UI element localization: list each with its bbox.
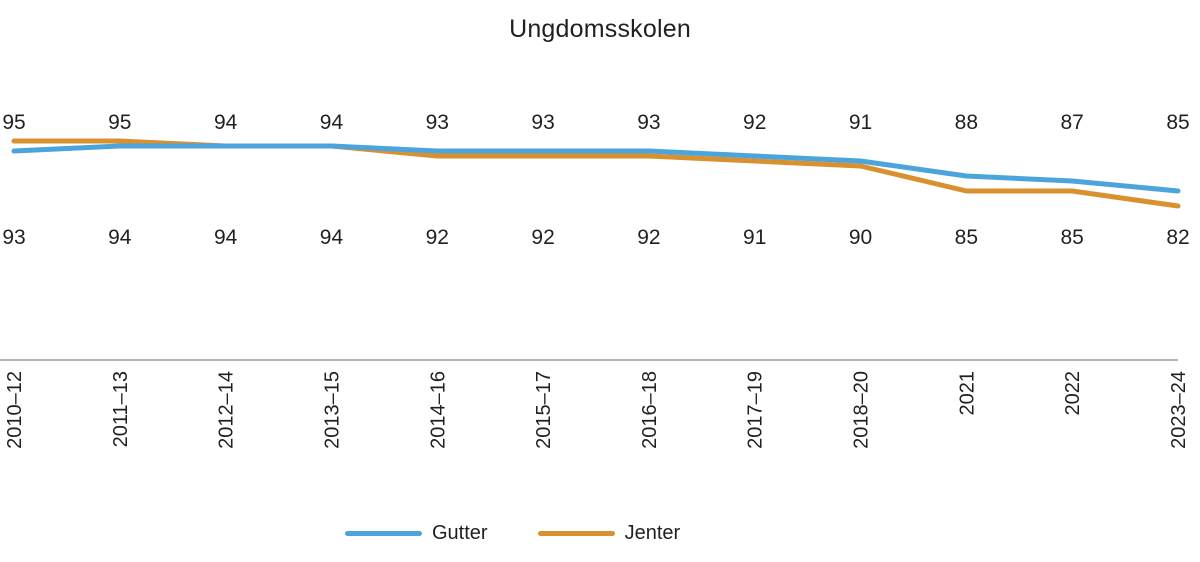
lower-data-label: 82	[1166, 226, 1189, 249]
x-axis-tick-label: 2023–24	[1168, 371, 1190, 449]
line-chart: 95 95 94 94 93 93 93 92 91 88 87 85 93 94 94 94 92 92 92 91…	[0, 111, 1190, 449]
upper-data-label: 85	[1166, 111, 1189, 134]
x-axis-tick-label: 2010–12	[4, 371, 26, 449]
legend-item-gutter: Gutter	[345, 522, 488, 545]
x-axis-tick-label: 2012–14	[216, 371, 238, 449]
gutter-line-swatch	[345, 531, 422, 536]
upper-data-label: 87	[1061, 111, 1084, 134]
jenter-line-swatch	[537, 531, 615, 536]
x-axis-tick-label: 2021	[956, 371, 978, 416]
lower-data-label: 85	[1061, 226, 1084, 249]
x-axis-tick-label: 2017–19	[745, 371, 767, 449]
legend-label-jenter: Jenter	[624, 522, 681, 544]
lower-data-label: 94	[108, 226, 132, 249]
lower-data-label: 93	[2, 226, 25, 249]
lower-data-label: 90	[849, 226, 872, 249]
lower-data-label: 92	[426, 226, 449, 249]
x-axis-tick-label: 2018–20	[851, 371, 873, 449]
x-axis-tick-label: 2022	[1062, 371, 1084, 416]
x-axis-tick-label: 2013–15	[321, 371, 343, 449]
lower-data-label: 85	[955, 226, 978, 249]
upper-data-label: 88	[955, 111, 978, 134]
x-axis-tick-label: 2011–13	[110, 371, 132, 447]
upper-data-label: 94	[214, 111, 238, 134]
upper-data-label: 91	[849, 111, 872, 134]
upper-data-label: 94	[320, 111, 344, 134]
upper-data-label: 95	[108, 111, 131, 134]
lower-data-label: 94	[320, 226, 344, 249]
lower-data-label: 92	[637, 226, 660, 249]
legend-item-jenter: Jenter	[537, 522, 681, 545]
chart-title: Ungdomsskolen	[509, 15, 691, 43]
legend-label-gutter: Gutter	[432, 522, 488, 544]
upper-data-label: 92	[743, 111, 766, 134]
x-axis-tick-label: 2015–17	[533, 371, 555, 449]
chart-legend: Gutter Jenter	[345, 522, 680, 545]
upper-data-label: 93	[531, 111, 554, 134]
lower-data-label: 94	[214, 226, 238, 249]
upper-data-label: 93	[637, 111, 660, 134]
x-axis-tick-label: 2016–18	[639, 371, 661, 449]
lower-data-label: 92	[531, 226, 554, 249]
x-axis-tick-label: 2014–16	[427, 371, 449, 449]
upper-data-label: 95	[2, 111, 25, 134]
lower-data-label: 91	[743, 226, 766, 249]
gutter-line	[11, 143, 1181, 194]
upper-data-label: 93	[426, 111, 449, 134]
